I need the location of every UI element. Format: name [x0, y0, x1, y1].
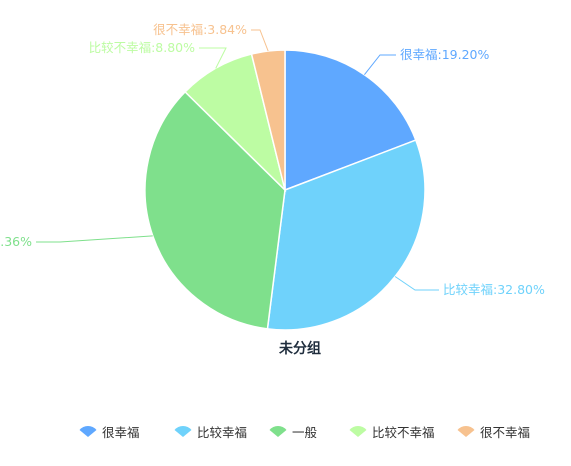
slice-label: 一般:35.36% [0, 234, 32, 249]
legend-marker [79, 426, 97, 437]
leader-line [364, 54, 396, 76]
legend-item[interactable]: 一般 [269, 425, 318, 440]
leader-line [36, 235, 153, 243]
legend-marker [457, 426, 475, 437]
leader-line [251, 29, 269, 52]
legend-label: 比较幸福 [197, 425, 247, 440]
leader-line [394, 276, 439, 291]
legend-label: 一般 [292, 425, 318, 440]
legend-label: 比较不幸福 [372, 425, 435, 440]
legend-marker [349, 426, 367, 437]
leader-line [199, 47, 227, 69]
pie-slices [144, 49, 426, 331]
legend: 很幸福 比较幸福 一般 比较不幸福 很不幸福 [79, 425, 530, 440]
slice-label: 比较幸福:32.80% [443, 282, 545, 297]
legend-item[interactable]: 很幸福 [79, 425, 140, 440]
legend-item[interactable]: 比较幸福 [174, 425, 247, 440]
group-label: 未分组 [279, 340, 321, 357]
legend-marker [269, 426, 287, 437]
legend-item[interactable]: 比较不幸福 [349, 425, 435, 440]
slice-label: 很不幸福:3.84% [153, 22, 247, 37]
slice-labels: 很幸福:19.20% 比较幸福:32.80% 一般:35.36% 比较不幸福:8.80… [0, 22, 545, 297]
legend-label: 很不幸福 [480, 425, 530, 440]
slice-label: 比较不幸福:8.80% [89, 40, 196, 55]
legend-item[interactable]: 很不幸福 [457, 425, 530, 440]
slice-leader-lines [36, 29, 439, 291]
legend-label: 很幸福 [102, 425, 140, 440]
slice-label: 很幸福:19.20% [400, 47, 489, 62]
legend-marker [174, 426, 192, 437]
